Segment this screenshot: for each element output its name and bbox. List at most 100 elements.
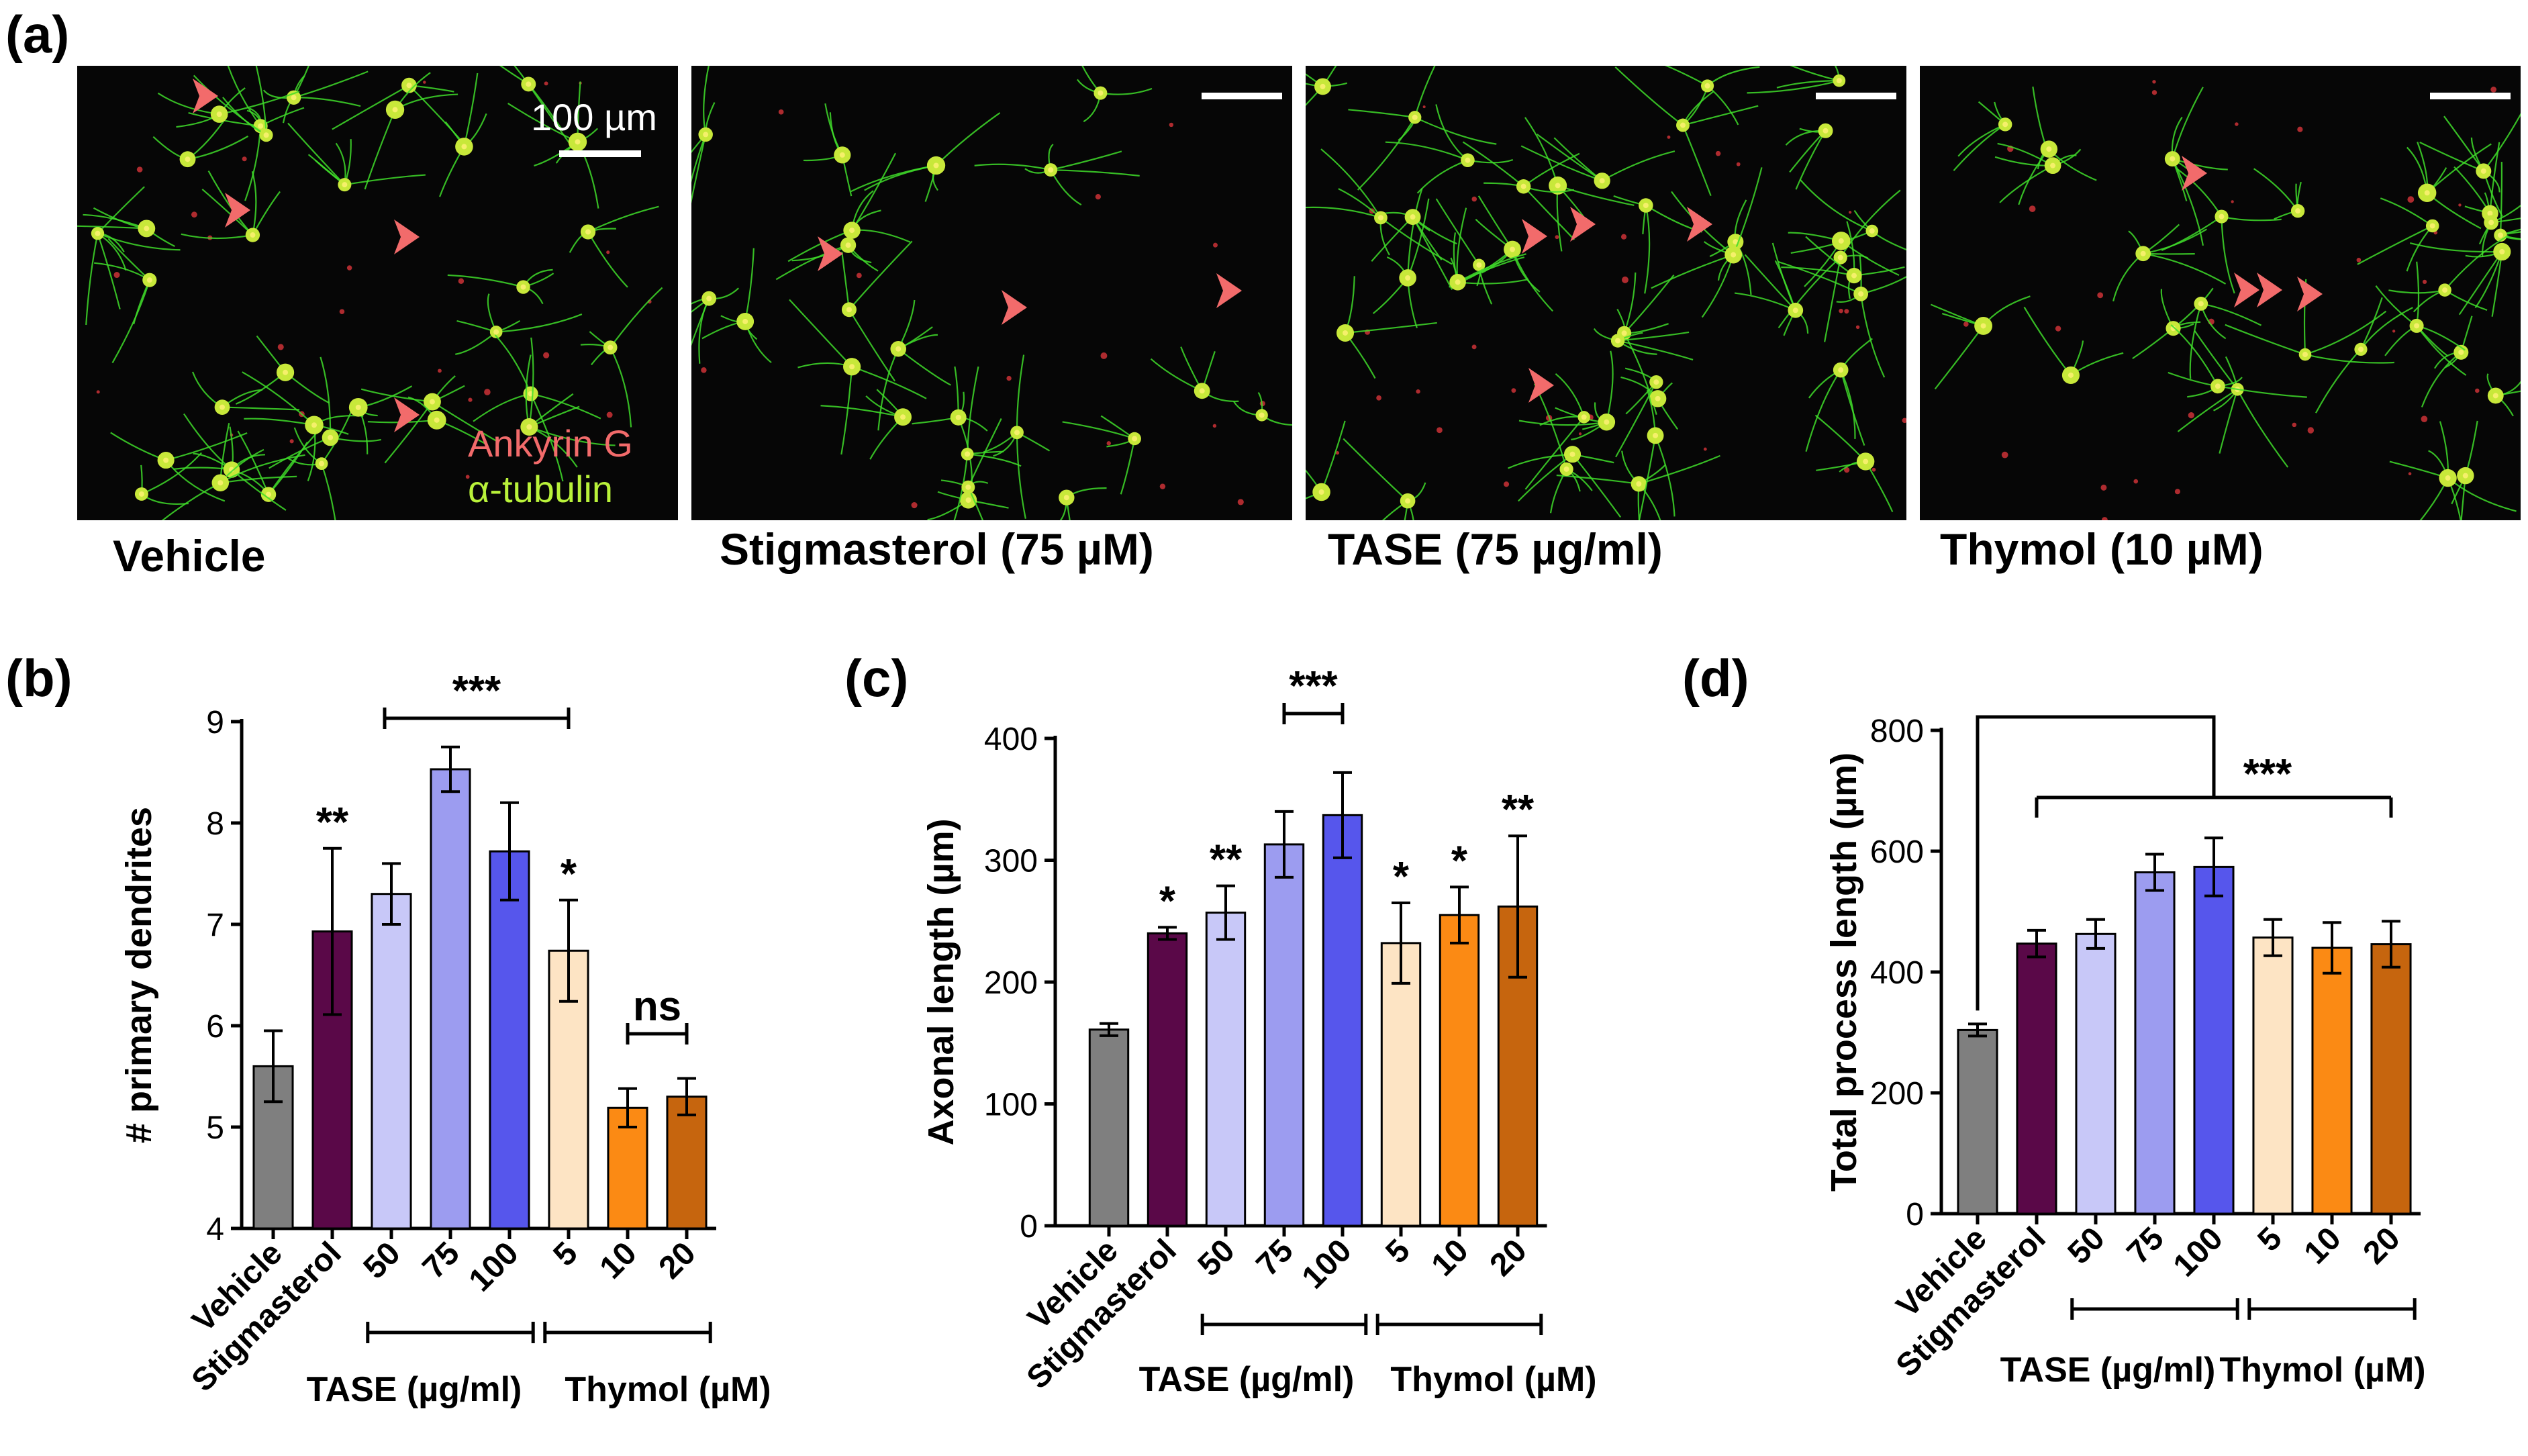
neuron-nucleus: [1455, 279, 1461, 285]
significance-label: *: [1393, 854, 1410, 900]
neuron-nucleus: [1836, 78, 1842, 84]
x-tick-label: 100: [463, 1235, 526, 1298]
y-tick-label: 7: [206, 908, 224, 943]
neuron-nucleus: [839, 152, 845, 158]
neurite: [2489, 142, 2500, 213]
neuron-nucleus: [706, 295, 712, 301]
red-speck: [1902, 418, 1906, 424]
neurite: [1414, 66, 1436, 118]
arrowhead-marker: [1002, 290, 1027, 325]
neuron-nucleus: [1199, 388, 1205, 394]
y-tick-label: 200: [984, 965, 1038, 1001]
neuron-nucleus: [216, 111, 222, 117]
red-speck: [1212, 424, 1217, 428]
chart-total-process-length: 0 200 400 600 800 Total process length (µm) Ve…: [1678, 644, 2528, 1450]
neurite: [1338, 188, 1381, 219]
panel-letter-c: (c): [844, 648, 909, 708]
x-tick-label: 50: [1192, 1232, 1242, 1283]
neuron-nucleus: [1465, 157, 1471, 163]
neuron-nucleus: [1731, 252, 1737, 258]
red-speck: [2097, 292, 2104, 299]
neuron-nucleus: [1510, 246, 1516, 252]
neuron-nucleus: [258, 123, 264, 129]
neurite: [201, 189, 254, 236]
micrograph-tase-image: [1306, 66, 1906, 520]
neurite: [1860, 293, 1886, 378]
neurite: [698, 298, 710, 364]
neurite: [85, 233, 99, 326]
neurite: [2380, 197, 2433, 227]
neurite: [1637, 483, 1641, 520]
arrowhead-marker: [2297, 277, 2323, 311]
neuron-nucleus: [2458, 349, 2464, 355]
neuron-nucleus: [846, 307, 852, 313]
significance-label: ns: [633, 983, 681, 1030]
neurite: [237, 430, 270, 495]
neurite: [1120, 438, 1136, 495]
neurite: [432, 401, 497, 442]
red-speck: [1703, 447, 1707, 451]
red-speck: [2292, 422, 2297, 428]
neurite: [967, 453, 1022, 467]
red-speck: [544, 81, 548, 86]
neurite: [1614, 66, 1684, 126]
neuron-nucleus: [1412, 114, 1418, 120]
neurite: [1414, 116, 1497, 145]
neurite: [141, 452, 202, 495]
neurite: [1776, 80, 1839, 89]
neurite: [1385, 141, 1468, 161]
neurite: [1860, 276, 1906, 295]
neuron-nucleus: [1837, 254, 1843, 260]
neurite: [1343, 438, 1408, 501]
bar: [1957, 1028, 1998, 1215]
neuron-nucleus: [1405, 275, 1411, 281]
neuron-nucleus: [2488, 220, 2494, 226]
neuron-nucleus: [2492, 393, 2498, 399]
neuron-nucleus: [2170, 326, 2176, 332]
arrowhead-marker: [1522, 219, 1547, 254]
significance-label: ***: [452, 668, 501, 714]
neuron-nucleus: [2170, 156, 2176, 162]
neurite: [1524, 416, 1585, 490]
neurite: [1306, 469, 1322, 493]
significance-label: ***: [2243, 751, 2292, 797]
group-label: TASE (µg/ml): [2000, 1351, 2216, 1390]
significance-label: *: [561, 851, 577, 897]
neurite: [1744, 254, 1796, 311]
red-speck: [2490, 87, 2497, 93]
red-speck: [1213, 242, 1218, 248]
red-speck: [1555, 235, 1559, 240]
significance-label: ***: [1289, 663, 1338, 710]
neurite: [2444, 235, 2509, 291]
neurite: [2500, 234, 2521, 240]
neurite: [260, 107, 305, 127]
neurite: [455, 331, 497, 355]
red-speck: [1578, 432, 1582, 436]
group-label: Thymol (µM): [1390, 1360, 1596, 1399]
red-speck: [2101, 517, 2108, 520]
red-speck: [484, 389, 491, 395]
neurite: [293, 97, 361, 107]
neuron-nucleus: [1655, 395, 1661, 401]
neurite: [1556, 185, 1563, 252]
red-speck: [458, 278, 465, 284]
neuron-nucleus: [2215, 383, 2221, 389]
neurite: [691, 297, 710, 313]
neurite: [1934, 325, 1984, 390]
neurite: [1016, 432, 1026, 519]
red-speck: [2297, 126, 2303, 132]
y-tick-label: 400: [1870, 955, 1924, 991]
neurite: [181, 233, 253, 240]
arrowhead-marker: [818, 236, 843, 271]
neurite: [252, 191, 281, 236]
neurite: [2221, 215, 2282, 222]
red-speck: [1844, 467, 1850, 473]
red-speck: [2133, 479, 2139, 484]
neurite: [2416, 261, 2420, 326]
red-speck: [2356, 258, 2362, 262]
neurite: [1790, 66, 1840, 82]
neurite: [2189, 303, 2202, 379]
y-tick-label: 4: [206, 1212, 224, 1247]
red-speck: [113, 271, 120, 279]
